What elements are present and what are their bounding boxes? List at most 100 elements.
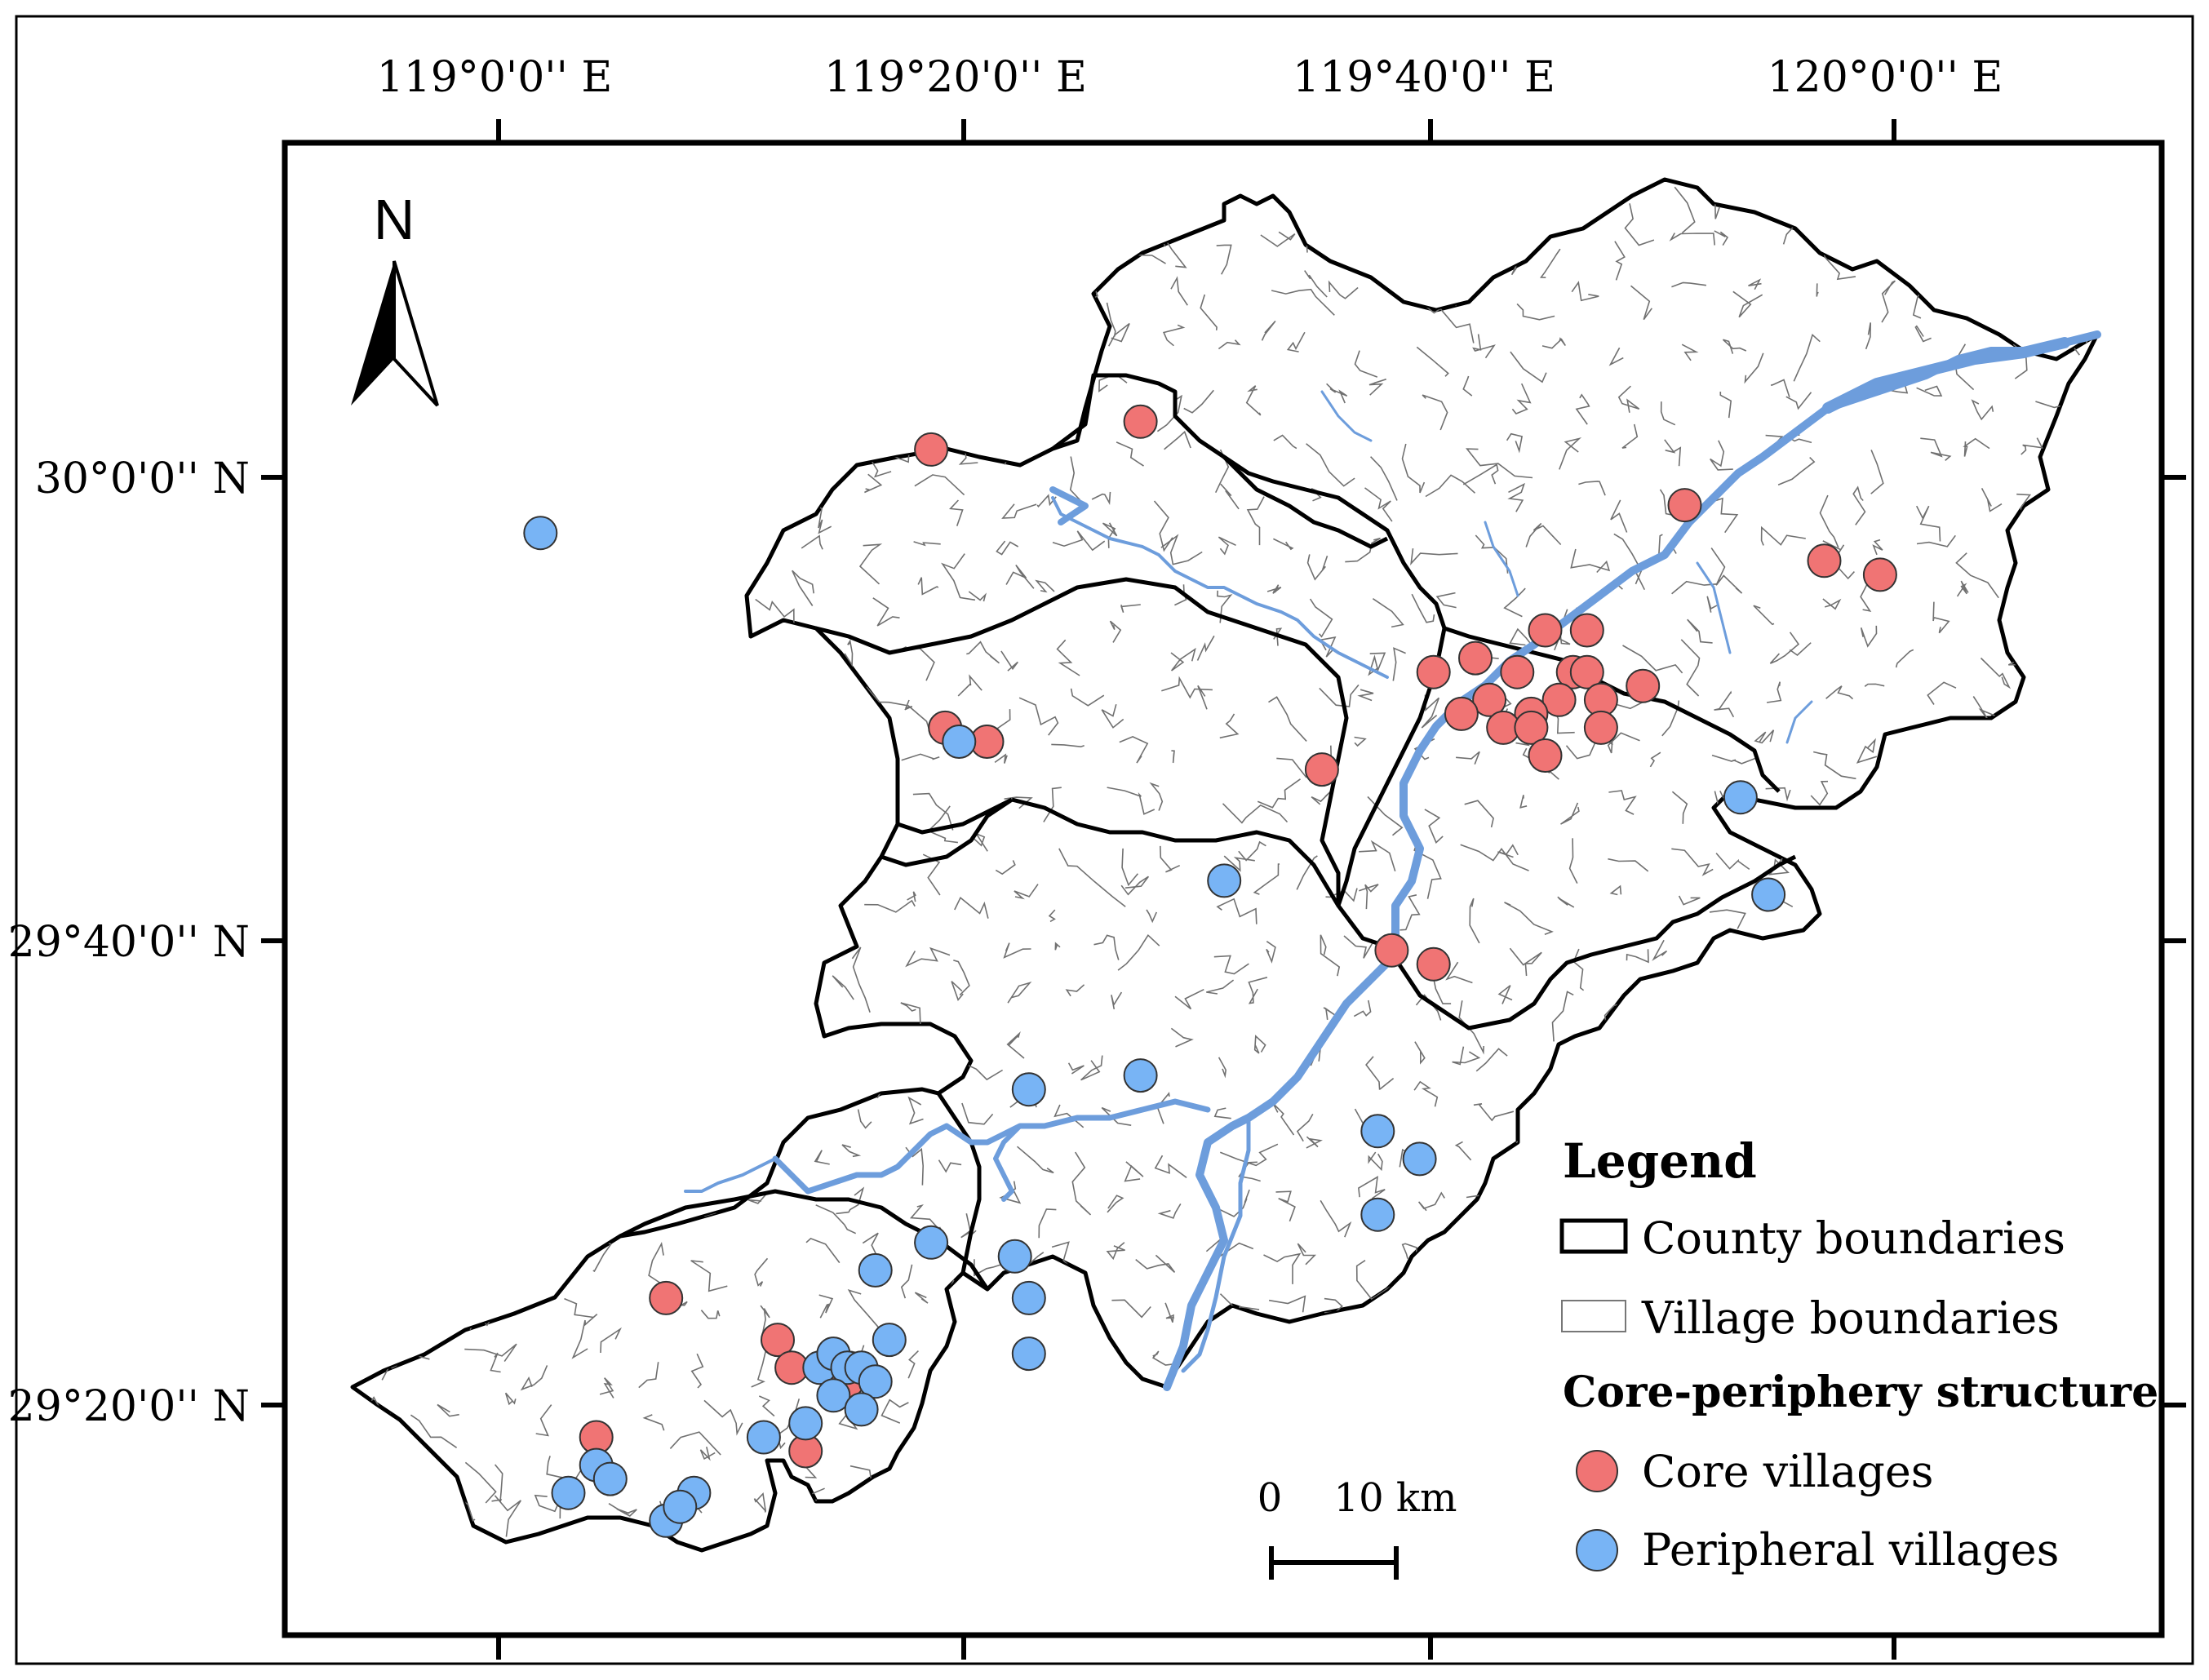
village-boundary-line — [1117, 933, 1160, 971]
village-boundary-line — [1273, 538, 1294, 551]
core-villages-layer — [579, 404, 1897, 1469]
village-boundary-line — [1927, 681, 1957, 705]
village-boundary-line — [494, 1495, 521, 1537]
village-boundary-line — [1895, 649, 1914, 668]
village-boundary-line — [1915, 505, 1941, 542]
village-boundary-line — [504, 1392, 517, 1406]
village-boundary-line — [1980, 657, 2012, 689]
core-village-point — [1500, 654, 1535, 689]
village-boundary-line — [872, 597, 900, 627]
legend-village-swatch — [1561, 1300, 1626, 1332]
village-boundary-line — [1714, 690, 1735, 718]
village-boundary-line — [1067, 1062, 1085, 1075]
village-boundary-line — [1789, 642, 1812, 657]
village-boundary-line — [535, 1404, 552, 1437]
village-boundary-line — [520, 1365, 548, 1391]
village-boundary-line — [1497, 985, 1513, 1004]
village-boundary-line — [1509, 627, 1531, 646]
legend: Legend County boundaries Village boundar… — [1559, 1133, 2158, 1576]
village-boundary-line — [1357, 689, 1374, 702]
village-boundary-line — [1367, 796, 1404, 836]
village-boundary-line — [1368, 1151, 1383, 1172]
core-village-point — [761, 1323, 795, 1358]
village-boundary-line — [437, 1403, 459, 1417]
village-boundary-line — [1469, 898, 1480, 944]
village-boundary-line — [917, 577, 939, 596]
village-boundary-line — [1504, 902, 1554, 936]
village-boundary-line — [1435, 592, 1457, 609]
village-boundary-line — [564, 1297, 594, 1319]
village-boundary-line — [1051, 743, 1085, 748]
lat-tick-label: 30°0'0'' N — [35, 454, 250, 503]
village-boundary-line — [1365, 1056, 1395, 1090]
village-boundary-line — [1709, 909, 1746, 929]
village-boundary-line — [841, 1144, 862, 1158]
village-boundary-line — [1326, 383, 1348, 404]
village-boundary-line — [941, 553, 976, 601]
village-boundary-line — [1608, 858, 1649, 872]
village-boundary-line — [1732, 290, 1763, 318]
village-boundary-line — [1652, 939, 1668, 961]
village-boundary-line — [1286, 331, 1306, 352]
legend-county-label: County boundaries — [1642, 1212, 2065, 1264]
village-boundary-line — [1197, 685, 1208, 710]
village-boundary-line — [792, 570, 814, 606]
core-village-point — [1528, 738, 1563, 773]
village-boundary-line — [1160, 845, 1181, 873]
village-boundary-line — [751, 1346, 768, 1388]
village-boundary-line — [1257, 778, 1301, 809]
village-boundary-line — [999, 1181, 1022, 1204]
village-boundary-line — [1220, 1143, 1279, 1167]
village-boundary-line — [1245, 385, 1262, 416]
village-boundary-line — [1253, 1035, 1266, 1054]
village-boundary-line — [1473, 1103, 1515, 1122]
core-village-point — [1862, 557, 1897, 592]
peripheral-village-point — [1751, 877, 1786, 912]
village-boundary-line — [1464, 800, 1494, 828]
scale-start-label: 0 — [1258, 1475, 1283, 1521]
village-boundary-line — [1810, 780, 1829, 806]
peripheral-village-point — [1011, 1072, 1046, 1107]
village-boundary-line — [1422, 394, 1448, 431]
village-boundary-line — [927, 805, 959, 844]
village-boundary-line — [1410, 548, 1458, 565]
village-boundary-line — [1043, 787, 1062, 822]
village-boundary-line — [1559, 437, 1582, 470]
village-boundary-line — [1218, 1057, 1227, 1079]
core-village-point — [1626, 668, 1661, 703]
village-boundary-line — [1196, 635, 1215, 661]
village-boundary-line — [1014, 884, 1039, 900]
village-boundary-line — [1754, 729, 1775, 744]
village-boundary-line — [1916, 534, 1956, 547]
village-boundary-line — [905, 946, 951, 968]
village-boundary-line — [858, 543, 883, 585]
village-boundary-line — [1216, 244, 1232, 275]
village-boundary-line — [1710, 547, 1743, 594]
village-boundary-line — [1510, 351, 1547, 383]
village-boundary-line — [1309, 598, 1333, 638]
village-boundary-line — [1319, 684, 1360, 707]
village-boundary-line — [608, 1503, 637, 1517]
village-boundary-line — [1578, 481, 1606, 496]
peripheral-village-point — [1011, 1336, 1046, 1372]
village-boundary-line — [1364, 487, 1393, 522]
legend-peripheral-label: Peripheral villages — [1642, 1524, 2059, 1576]
village-boundary-line — [801, 534, 823, 550]
village-boundary-line — [1956, 580, 1969, 597]
village-boundary-line — [1472, 334, 1496, 359]
village-boundary-line — [1475, 1048, 1508, 1072]
village-boundary-line — [1687, 618, 1713, 644]
village-boundary-line — [464, 1343, 517, 1363]
village-boundary-line — [1392, 647, 1406, 681]
village-boundary-line — [754, 1257, 769, 1287]
village-boundary-line — [900, 1264, 913, 1299]
village-boundary-line — [1058, 848, 1126, 907]
village-boundary-line — [951, 981, 964, 1001]
peripheral-village-point — [858, 1252, 893, 1288]
village-boundary-line — [1519, 795, 1528, 809]
core-village-point — [1472, 682, 1507, 717]
peripheral-village-point — [858, 1364, 893, 1399]
village-boundary-line — [1306, 554, 1329, 581]
village-boundary-line — [847, 1289, 885, 1334]
village-boundary-line — [700, 1310, 721, 1319]
